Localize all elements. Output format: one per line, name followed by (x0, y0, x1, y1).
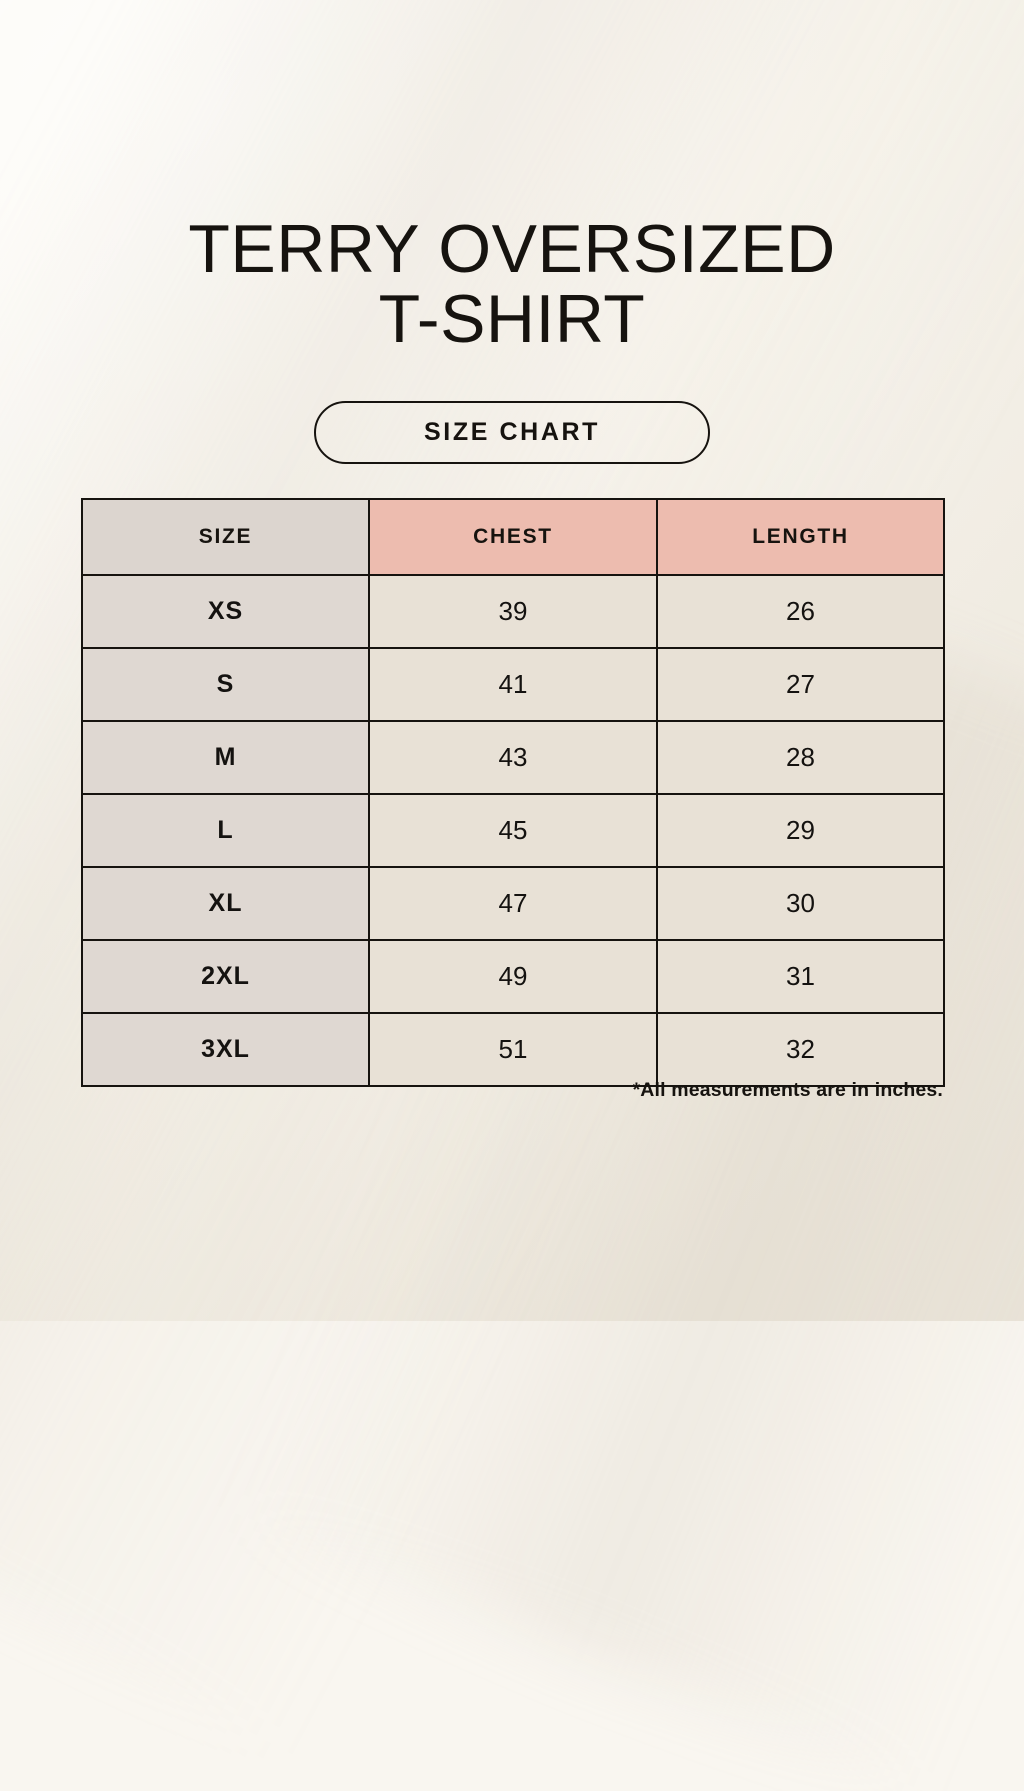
size-table-body: XS 39 26 S 41 27 M 43 28 L 45 29 (81, 574, 945, 1087)
cell-size: S (81, 647, 370, 722)
table-row: 2XL 49 31 (81, 939, 945, 1014)
cell-chest: 43 (368, 720, 658, 795)
cell-chest: 39 (368, 574, 658, 649)
cell-size: 2XL (81, 939, 370, 1014)
cell-chest: 51 (368, 1012, 658, 1087)
page-title: TERRY OVERSIZED T-SHIRT (188, 211, 836, 357)
size-table-head: SIZE CHEST LENGTH (81, 498, 945, 576)
cell-size: M (81, 720, 370, 795)
size-table: SIZE CHEST LENGTH XS 39 26 S 41 27 M (81, 498, 945, 1087)
cell-size: XS (81, 574, 370, 649)
cell-size: 3XL (81, 1012, 370, 1087)
cell-chest: 45 (368, 793, 658, 868)
table-row: S 41 27 (81, 647, 945, 722)
cell-chest: 41 (368, 647, 658, 722)
cell-length: 31 (656, 939, 945, 1014)
table-header-row: SIZE CHEST LENGTH (81, 498, 945, 576)
cell-chest: 49 (368, 939, 658, 1014)
size-chart-badge-label: SIZE CHART (424, 418, 600, 446)
column-header-size: SIZE (81, 498, 370, 576)
cell-length: 29 (656, 793, 945, 868)
table-row: L 45 29 (81, 793, 945, 868)
measurement-note: *All measurements are in inches. (632, 1079, 943, 1101)
cell-length: 32 (656, 1012, 945, 1087)
cell-chest: 47 (368, 866, 658, 941)
cell-size: L (81, 793, 370, 868)
table-row: XL 47 30 (81, 866, 945, 941)
table-row: XS 39 26 (81, 574, 945, 649)
table-row: M 43 28 (81, 720, 945, 795)
cell-size: XL (81, 866, 370, 941)
table-row: 3XL 51 32 (81, 1012, 945, 1087)
column-header-length: LENGTH (656, 498, 945, 576)
badge-container: SIZE CHART (0, 401, 1024, 464)
cell-length: 27 (656, 647, 945, 722)
cell-length: 30 (656, 866, 945, 941)
column-header-chest: CHEST (368, 498, 658, 576)
cell-length: 26 (656, 574, 945, 649)
cell-length: 28 (656, 720, 945, 795)
size-chart-badge: SIZE CHART (314, 401, 710, 464)
size-table-container: SIZE CHEST LENGTH XS 39 26 S 41 27 M (81, 498, 945, 1087)
